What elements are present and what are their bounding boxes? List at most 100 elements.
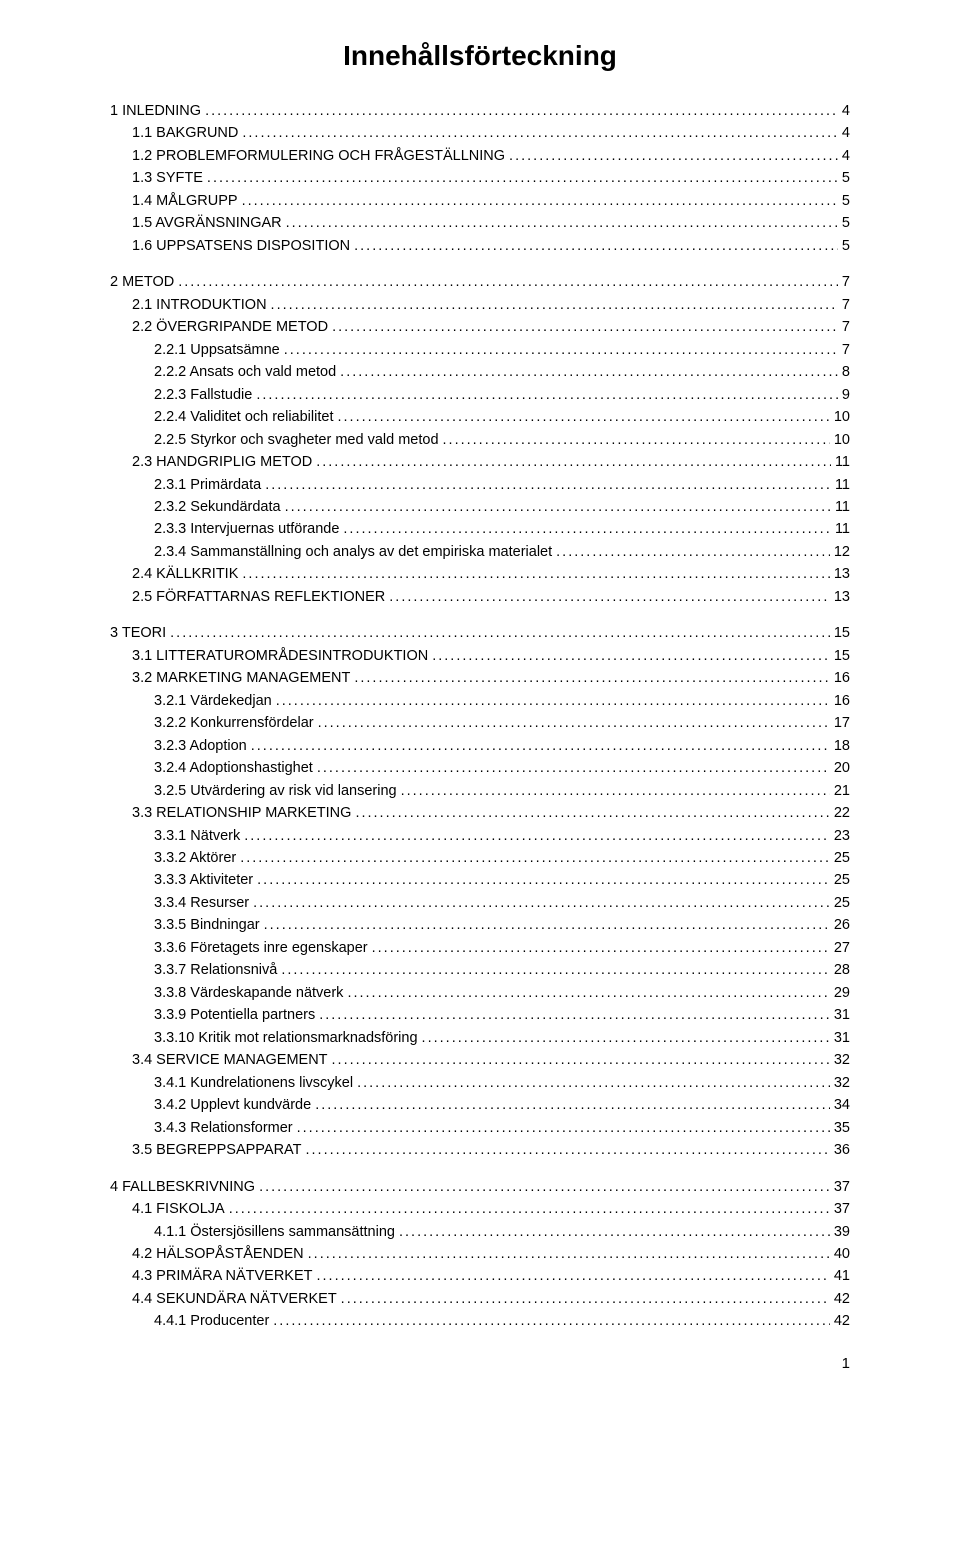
toc-entry[interactable]: 3.2.2 Konkurrensfördelar17 (110, 712, 850, 734)
toc-leader (170, 622, 830, 644)
toc-entry-label: 2.2.1 Uppsatsämne (154, 339, 280, 361)
toc-entry-page: 13 (834, 586, 850, 608)
toc-entry[interactable]: 1 INLEDNING4 (110, 100, 850, 122)
toc-entry[interactable]: 3.3.8 Värdeskapande nätverk29 (110, 982, 850, 1004)
toc-entry-label: 3.3 RELATIONSHIP MARKETING (132, 802, 351, 824)
toc-entry[interactable]: 3.2.1 Värdekedjan16 (110, 690, 850, 712)
toc-entry[interactable]: 3.2.5 Utvärdering av risk vid lansering2… (110, 780, 850, 802)
toc-entry[interactable]: 1.1 BAKGRUND4 (110, 122, 850, 144)
toc-entry-page: 11 (835, 474, 850, 496)
toc-entry[interactable]: 2.5 FÖRFATTARNAS REFLEKTIONER13 (110, 586, 850, 608)
toc-entry[interactable]: 3.4.3 Relationsformer35 (110, 1117, 850, 1139)
toc-entry[interactable]: 1.5 AVGRÄNSNINGAR 5 (110, 212, 850, 234)
toc-entry-page: 37 (834, 1176, 850, 1198)
toc-entry[interactable]: 2.2.1 Uppsatsämne7 (110, 339, 850, 361)
toc-entry[interactable]: 3.3.1 Nätverk23 (110, 825, 850, 847)
toc-entry[interactable]: 3.4.2 Upplevt kundvärde34 (110, 1094, 850, 1116)
toc-entry[interactable]: 2.3.1 Primärdata11 (110, 474, 850, 496)
toc-entry-label: 3.3.7 Relationsnivå (154, 959, 277, 981)
toc-entry-page: 11 (835, 496, 850, 518)
toc-entry[interactable]: 4.1 FISKOLJA37 (110, 1198, 850, 1220)
toc-leader (401, 780, 830, 802)
toc-entry[interactable]: 3.3.2 Aktörer25 (110, 847, 850, 869)
toc-entry-label: 2 METOD (110, 271, 174, 293)
toc-leader (509, 145, 838, 167)
toc-entry[interactable]: 2.4 KÄLLKRITIK13 (110, 563, 850, 585)
toc-entry-page: 9 (842, 384, 850, 406)
toc-entry[interactable]: 2.3.4 Sammanställning och analys av det … (110, 541, 850, 563)
toc-entry[interactable]: 4.3 PRIMÄRA NÄTVERKET41 (110, 1265, 850, 1287)
toc-entry[interactable]: 2.2 ÖVERGRIPANDE METOD7 (110, 316, 850, 338)
toc-entry[interactable]: 3.4.1 Kundrelationens livscykel32 (110, 1072, 850, 1094)
toc-entry[interactable]: 2.3 HANDGRIPLIG METOD11 (110, 451, 850, 473)
toc-entry[interactable]: 2 METOD7 (110, 271, 850, 293)
toc-entry[interactable]: 2.2.3 Fallstudie 9 (110, 384, 850, 406)
toc-entry[interactable]: 2.3.3 Intervjuernas utförande 11 (110, 518, 850, 540)
toc-entry[interactable]: 3.3.5 Bindningar26 (110, 914, 850, 936)
toc-entry[interactable]: 3.3.3 Aktiviteter25 (110, 869, 850, 891)
toc-leader (257, 869, 830, 891)
toc-entry[interactable]: 4.1.1 Östersjösillens sammansättning39 (110, 1221, 850, 1243)
toc-entry-label: 3 TEORI (110, 622, 166, 644)
toc-entry-page: 26 (834, 914, 850, 936)
toc-entry-page: 25 (834, 847, 850, 869)
toc-entry[interactable]: 2.2.4 Validitet och reliabilitet10 (110, 406, 850, 428)
toc-entry-label: 1.5 AVGRÄNSNINGAR (132, 212, 282, 234)
toc-entry-page: 16 (834, 690, 850, 712)
toc-entry[interactable]: 1.3 SYFTE5 (110, 167, 850, 189)
toc-entry[interactable]: 3.2.4 Adoptionshastighet20 (110, 757, 850, 779)
toc-leader (354, 667, 830, 689)
toc-entry-page: 35 (834, 1117, 850, 1139)
toc-entry-label: 3.3.1 Nätverk (154, 825, 240, 847)
toc-entry-label: 1 INLEDNING (110, 100, 201, 122)
toc-entry[interactable]: 4 FALLBESKRIVNING37 (110, 1176, 850, 1198)
toc-entry[interactable]: 2.2.5 Styrkor och svagheter med vald met… (110, 429, 850, 451)
toc-entry[interactable]: 3.4 SERVICE MANAGEMENT32 (110, 1049, 850, 1071)
toc-entry-page: 39 (834, 1221, 850, 1243)
toc-entry-page: 8 (842, 361, 850, 383)
toc-entry-page: 5 (842, 212, 850, 234)
toc-entry[interactable]: 1.6 UPPSATSENS DISPOSITION5 (110, 235, 850, 257)
toc-entry-label: 4.4.1 Producenter (154, 1310, 269, 1332)
toc-entry-label: 4.2 HÄLSOPÅSTÅENDEN (132, 1243, 304, 1265)
toc-entry[interactable]: 3.3.4 Resurser25 (110, 892, 850, 914)
toc-leader (316, 451, 831, 473)
toc-leader (317, 1265, 830, 1287)
toc-entry[interactable]: 1.2 PROBLEMFORMULERING OCH FRÅGESTÄLLNIN… (110, 145, 850, 167)
toc-entry-label: 2.3.2 Sekundärdata (154, 496, 281, 518)
toc-leader (432, 645, 830, 667)
toc-entry-page: 11 (835, 518, 850, 540)
toc-entry[interactable]: 3.3.7 Relationsnivå 28 (110, 959, 850, 981)
toc-entry-page: 42 (834, 1288, 850, 1310)
toc-entry[interactable]: 3 TEORI15 (110, 622, 850, 644)
toc-leader (178, 271, 838, 293)
toc-entry[interactable]: 3.3.9 Potentiella partners31 (110, 1004, 850, 1026)
toc-entry[interactable]: 3.3.6 Företagets inre egenskaper27 (110, 937, 850, 959)
toc-entry-label: 2.3.3 Intervjuernas utförande (154, 518, 339, 540)
toc-entry-label: 2.4 KÄLLKRITIK (132, 563, 238, 585)
toc-entry-page: 5 (842, 167, 850, 189)
toc-entry[interactable]: 2.2.2 Ansats och vald metod8 (110, 361, 850, 383)
toc-entry[interactable]: 4.4 SEKUNDÄRA NÄTVERKET42 (110, 1288, 850, 1310)
toc-entry-page: 28 (834, 959, 850, 981)
toc-entry[interactable]: 3.1 LITTERATUROMRÅDESINTRODUKTION15 (110, 645, 850, 667)
toc-leader (340, 361, 838, 383)
toc-entry[interactable]: 3.3.10 Kritik mot relationsmarknadsförin… (110, 1027, 850, 1049)
toc-entry[interactable]: 3.3 RELATIONSHIP MARKETING22 (110, 802, 850, 824)
toc-entry[interactable]: 3.5 BEGREPPSAPPARAT36 (110, 1139, 850, 1161)
toc-entry[interactable]: 4.2 HÄLSOPÅSTÅENDEN40 (110, 1243, 850, 1265)
toc-leader (297, 1117, 830, 1139)
toc-entry-page: 11 (835, 451, 850, 473)
toc-entry[interactable]: 4.4.1 Producenter42 (110, 1310, 850, 1332)
toc-entry[interactable]: 3.2.3 Adoption18 (110, 735, 850, 757)
toc-entry[interactable]: 2.3.2 Sekundärdata 11 (110, 496, 850, 518)
toc-entry-page: 41 (834, 1265, 850, 1287)
toc-entry[interactable]: 1.4 MÅLGRUPP5 (110, 190, 850, 212)
toc-leader (355, 802, 829, 824)
toc-entry[interactable]: 3.2 MARKETING MANAGEMENT16 (110, 667, 850, 689)
toc-entry[interactable]: 2.1 INTRODUKTION7 (110, 294, 850, 316)
toc-entry-label: 3.2.5 Utvärdering av risk vid lansering (154, 780, 397, 802)
toc-entry-label: 2.2.3 Fallstudie (154, 384, 252, 406)
toc-entry-page: 18 (834, 735, 850, 757)
toc-leader (306, 1139, 830, 1161)
